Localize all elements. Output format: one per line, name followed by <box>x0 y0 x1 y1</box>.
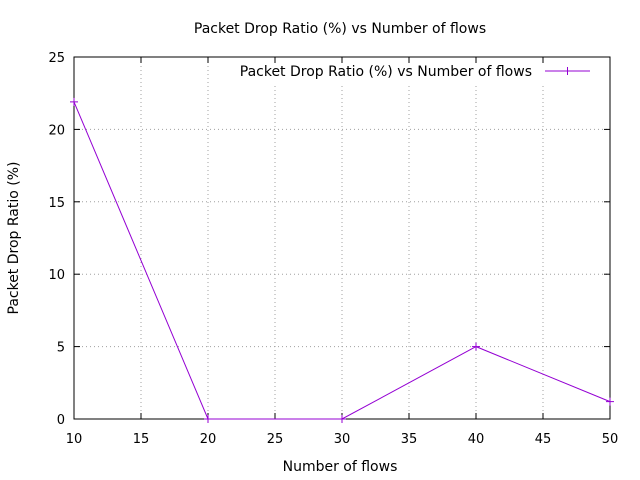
x-tick-label: 35 <box>401 432 418 447</box>
series-layer <box>70 97 614 423</box>
x-tick-label: 20 <box>200 432 217 447</box>
data-point <box>606 397 614 406</box>
chart-title: Packet Drop Ratio (%) vs Number of flows <box>194 21 486 37</box>
y-tick-label: 15 <box>48 196 65 211</box>
data-point <box>338 415 346 423</box>
y-tick-label: 20 <box>48 123 65 138</box>
x-tick-label: 10 <box>66 432 83 447</box>
x-tick-label: 40 <box>468 432 485 447</box>
x-tick-label: 25 <box>267 432 284 447</box>
y-tick-label: 5 <box>57 341 65 356</box>
grid-lines <box>74 57 610 419</box>
legend-label: Packet Drop Ratio (%) vs Number of flows <box>240 64 532 80</box>
y-tick-label: 25 <box>48 51 65 66</box>
y-tick-label: 0 <box>57 413 65 428</box>
legend-marker <box>563 67 572 75</box>
x-tick-label: 30 <box>334 432 351 447</box>
y-tick-label: 10 <box>48 268 65 283</box>
x-tick-label: 45 <box>535 432 552 447</box>
x-tick-label: 50 <box>602 432 619 447</box>
legend: Packet Drop Ratio (%) vs Number of flows <box>240 64 590 80</box>
axis-ticks: 10 15 20 25 30 35 40 45 50 0 5 10 15 20 25 <box>48 51 618 447</box>
data-point <box>70 97 78 106</box>
x-axis-label: Number of flows <box>283 459 398 475</box>
data-point <box>472 342 480 351</box>
series-line <box>73 101 611 420</box>
x-tick-label: 15 <box>133 432 150 447</box>
data-point <box>204 415 212 423</box>
y-axis-label: Packet Drop Ratio (%) <box>6 161 22 314</box>
